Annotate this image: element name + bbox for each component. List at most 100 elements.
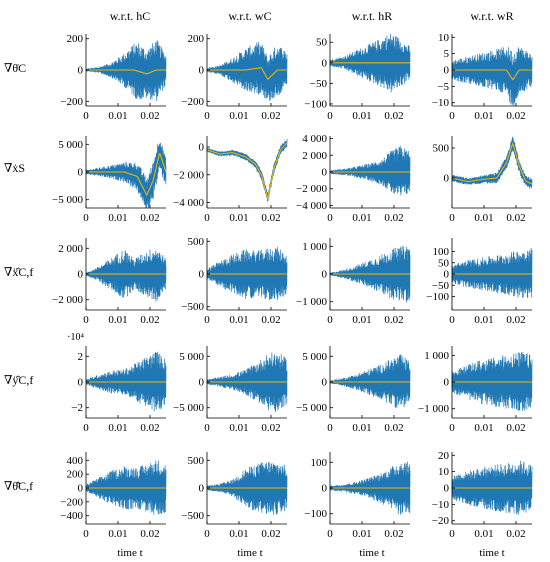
row-label-theta-ddot-cf: ∇θ̂̈C,f <box>4 479 33 493</box>
y-tick-label: 0 <box>199 483 205 495</box>
x-tick-label: 0.02 <box>140 528 159 540</box>
y-tick-label: 1 000 <box>302 241 327 253</box>
y-tick-label: 0 <box>78 377 84 389</box>
x-tick-label: 0.02 <box>140 422 159 434</box>
gradient-trace <box>206 138 288 202</box>
y-tick-label: 2 <box>78 351 84 363</box>
y-tick-label: −200 <box>60 96 83 108</box>
x-tick-label: 0.01 <box>352 422 371 434</box>
x-axis-label-col1: time t <box>117 547 142 559</box>
x-tick-label: 0.01 <box>352 110 371 122</box>
y-tick-label: 200 <box>67 33 84 45</box>
x-tick-label: 0.02 <box>140 314 159 326</box>
x-tick-label: 0 <box>449 212 455 224</box>
x-tick-label: 0.01 <box>474 212 493 224</box>
mean-curve <box>451 142 533 185</box>
gradient-trace <box>206 462 288 515</box>
x-tick-label: 0 <box>204 314 210 326</box>
x-tick-label: 0.01 <box>352 528 371 540</box>
gradient-trace <box>85 40 167 101</box>
y-tick-label: 0 <box>444 269 450 281</box>
y-tick-label: 100 <box>433 246 450 258</box>
gradient-trace <box>451 136 533 189</box>
y-tick-label: 2 000 <box>58 243 83 255</box>
row-label-x-dot-s: ∇ẋS <box>4 161 25 175</box>
y-tick-label: 5 <box>444 48 450 60</box>
y-tick-label: −100 <box>304 98 327 110</box>
y-tick-label: 0 <box>199 377 205 389</box>
x-tick-label: 0 <box>83 528 89 540</box>
y-tick-label: 5 000 <box>179 351 204 363</box>
x-tick-label: 0 <box>83 110 89 122</box>
y-tick-label: 0 <box>444 65 450 77</box>
y-tick-label: 4 000 <box>302 133 327 145</box>
y-tick-label: 0 <box>444 173 450 185</box>
y-tick-label: −2 <box>71 402 83 414</box>
y-tick-label: −50 <box>310 78 328 90</box>
x-tick-label: 0.01 <box>229 314 248 326</box>
x-tick-label: 0.02 <box>384 212 403 224</box>
x-tick-label: 0.01 <box>108 314 127 326</box>
x-tick-label: 0.01 <box>229 422 248 434</box>
x-tick-label: 0 <box>327 212 333 224</box>
x-tick-label: 0.01 <box>229 110 248 122</box>
mean-curve <box>86 69 166 75</box>
x-tick-label: 0.02 <box>261 110 280 122</box>
x-tick-label: 0 <box>83 422 89 434</box>
y-tick-label: 2 000 <box>302 150 327 162</box>
y-tick-label: −5 <box>437 81 449 93</box>
gradient-trace <box>451 248 533 299</box>
x-tick-label: 0 <box>449 314 455 326</box>
y-tick-label: −1 000 <box>418 403 449 415</box>
y-tick-label: −100 <box>304 508 327 520</box>
x-tick-label: 0 <box>204 422 210 434</box>
x-tick-label: 0 <box>204 528 210 540</box>
gradient-trace <box>206 42 288 101</box>
column-title-wr: w.r.t. wR <box>470 9 513 23</box>
x-tick-label: 0 <box>327 314 333 326</box>
x-tick-label: 0.01 <box>108 422 127 434</box>
x-tick-label: 0.01 <box>474 314 493 326</box>
gradient-trace <box>329 145 411 196</box>
y-tick-label: 0 <box>322 377 328 389</box>
gradient-trace <box>206 246 288 301</box>
y-tick-label: −2 000 <box>52 294 83 306</box>
x-tick-label: 0.01 <box>229 528 248 540</box>
y-exponent-label: ·10⁴ <box>67 332 84 343</box>
y-tick-label: −4 000 <box>173 197 204 209</box>
x-tick-label: 0.02 <box>506 422 525 434</box>
y-tick-label: 0 <box>444 483 450 495</box>
y-tick-label: 5 000 <box>58 139 83 151</box>
y-tick-label: 1 000 <box>424 350 449 362</box>
row-label-theta-dot-c: ∇θ̇C <box>4 61 26 75</box>
gradient-trace <box>329 354 411 408</box>
mean-curve <box>206 142 288 200</box>
y-tick-label: 0 <box>322 483 328 495</box>
column-title-wc: w.r.t. wC <box>228 9 271 23</box>
x-tick-label: 0.02 <box>140 212 159 224</box>
x-tick-label: 0 <box>83 212 89 224</box>
y-tick-label: 50 <box>316 37 328 49</box>
x-tick-label: 0 <box>327 528 333 540</box>
x-tick-label: 0 <box>449 528 455 540</box>
gradient-trace <box>329 33 411 93</box>
y-tick-label: 0 <box>78 65 84 77</box>
x-tick-label: 0 <box>327 110 333 122</box>
y-tick-label: 5 000 <box>302 351 327 363</box>
x-tick-label: 0.02 <box>261 212 280 224</box>
y-tick-label: 0 <box>199 65 205 77</box>
column-title-hc: w.r.t. hC <box>110 9 151 23</box>
y-tick-label: 500 <box>188 455 205 467</box>
